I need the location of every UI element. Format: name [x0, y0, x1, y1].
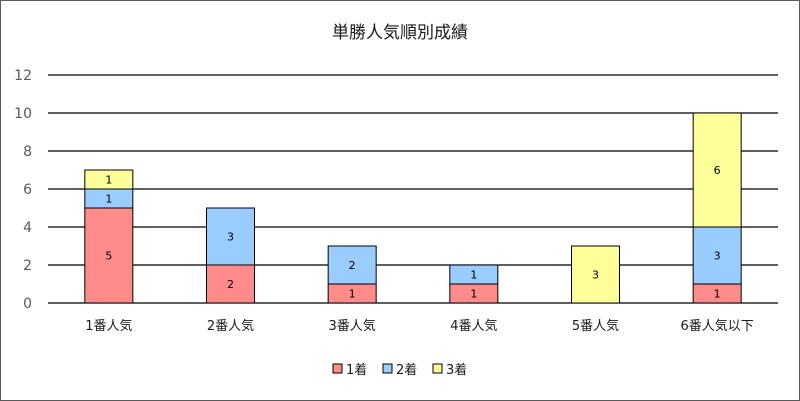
- bar-segment: [206, 264, 255, 304]
- data-label: 2: [227, 278, 234, 291]
- data-label: 1: [105, 174, 112, 187]
- y-tick-label: 8: [23, 144, 32, 160]
- data-label: 1: [349, 288, 356, 301]
- data-label: 5: [105, 250, 112, 263]
- bar-segment: [692, 226, 742, 285]
- gridlines: [48, 74, 778, 304]
- data-label: 1: [470, 269, 477, 282]
- bar-segment: [692, 112, 742, 228]
- data-label: 1: [105, 193, 112, 206]
- bar-segment: [84, 169, 134, 190]
- legend-swatch: [332, 363, 343, 374]
- data-label: 2: [349, 259, 356, 272]
- bars: 5 1 1 2 3 1 2 1 1 3 1 3 6: [84, 112, 742, 304]
- y-tick-label: 6: [23, 182, 32, 198]
- data-label: 1: [470, 288, 477, 301]
- bar-segment: [84, 207, 134, 304]
- data-label: 3: [227, 231, 234, 244]
- y-tick-label: 4: [23, 220, 32, 236]
- bar-segment: [449, 264, 499, 285]
- legend-swatch: [432, 363, 443, 374]
- x-tick-label: 3番人気: [329, 318, 376, 334]
- data-label: 1: [714, 288, 721, 301]
- y-axis-ticks: 0 2 4 6 8 10 12: [14, 68, 32, 312]
- data-label: 3: [592, 269, 599, 282]
- legend-swatch: [382, 363, 393, 374]
- legend: 1着 2着 3着: [332, 362, 467, 378]
- x-tick-label: 2番人気: [207, 318, 254, 334]
- legend-label: 3着: [446, 362, 467, 378]
- x-tick-label: 1番人気: [85, 318, 132, 334]
- y-tick-label: 10: [14, 106, 32, 122]
- bar-segment: [571, 245, 620, 304]
- x-tick-label: 4番人気: [450, 318, 497, 334]
- chart-title: 単勝人気順別成績: [332, 23, 468, 43]
- bar-segment: [327, 245, 377, 285]
- data-label: 3: [714, 250, 721, 263]
- y-tick-label: 12: [14, 68, 32, 84]
- data-label: 6: [714, 164, 721, 177]
- y-tick-label: 0: [23, 296, 32, 312]
- x-tick-label: 5番人気: [572, 318, 619, 334]
- legend-label: 2着: [396, 362, 417, 378]
- bar-segment: [206, 207, 255, 266]
- legend-label: 1着: [346, 362, 367, 378]
- y-tick-label: 2: [23, 258, 32, 274]
- x-tick-label: 6番人気以下: [681, 318, 754, 334]
- x-axis-ticks: 1番人気 2番人気 3番人気 4番人気 5番人気 6番人気以下: [85, 318, 754, 334]
